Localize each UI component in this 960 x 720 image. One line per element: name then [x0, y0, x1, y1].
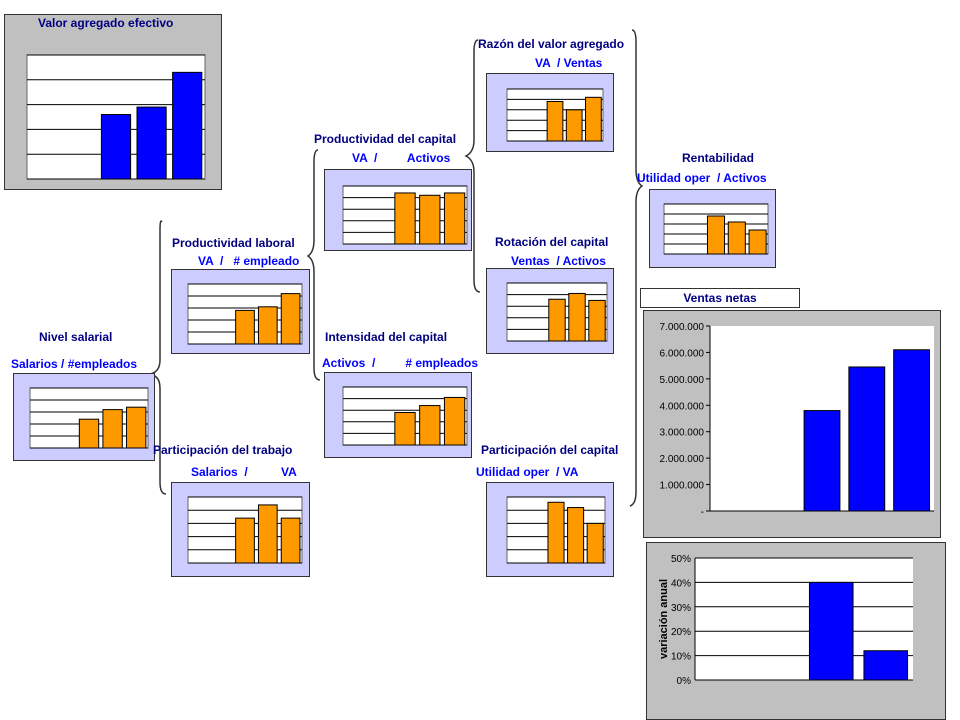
rotacion-capital-panel — [486, 268, 614, 354]
ventas-bar — [893, 349, 931, 512]
intensidad_capital-bar — [419, 405, 441, 446]
productividad_capital-bar — [419, 194, 441, 245]
productividad_laboral-bar — [257, 306, 278, 345]
ventas-bar — [803, 410, 841, 512]
razon-valor-agregado-chart — [506, 88, 604, 142]
intensidad-capital-panel — [324, 372, 472, 458]
participacion-capital-chart — [506, 496, 606, 564]
intensidad-capital-chart — [342, 386, 468, 446]
ventas-netas-header: Ventas netas — [640, 288, 800, 308]
razon-valor-agregado-panel — [486, 73, 614, 152]
participacion-capital-subtitle: Utilidad oper / VA — [476, 465, 579, 479]
participacion-capital-panel — [486, 482, 614, 577]
nivel-salarial-chart — [29, 387, 149, 449]
rentabilidad-panel — [649, 189, 776, 268]
productividad-capital-chart — [342, 185, 468, 245]
bracket-productividad-laboral — [306, 149, 321, 381]
variacion-y-tick-label: 40% — [671, 578, 691, 589]
rotacion-capital-chart — [506, 282, 608, 342]
ventas-y-tick-label: 6.000.000 — [660, 348, 705, 359]
variacion-y-tick-label: 30% — [671, 603, 691, 614]
productividad-capital-panel — [324, 169, 472, 251]
bracket-rentabilidad — [629, 29, 644, 507]
ventas-bar — [848, 366, 886, 512]
rentabilidad-bar — [706, 215, 726, 255]
intensidad-capital-title: Intensidad del capital — [325, 330, 448, 344]
valor_agregado-bar — [136, 106, 167, 180]
rotacion_capital-bar — [588, 299, 606, 342]
variacion-y-tick-label: 50% — [671, 554, 691, 565]
nivel_salarial-bar — [102, 409, 123, 449]
nivel-salarial-panel — [13, 373, 155, 461]
ventas-netas-panel: - 1.000.000 2.000.000 3.000.000 4.000.000 5.0… — [643, 310, 941, 538]
variacion-anual-chart: 0% 10% 20% 30% 40% 50% variación anual — [658, 554, 913, 687]
ventas-netas-title: Ventas netas — [683, 291, 757, 305]
intensidad_capital-bar — [394, 412, 416, 446]
participacion_capital-bar — [567, 507, 585, 564]
rotacion_capital-bar — [568, 292, 586, 342]
valor-agregado-panel — [4, 14, 222, 190]
variacion-y-tick-label: 0% — [677, 676, 692, 687]
productividad_laboral-bar — [280, 293, 301, 345]
ventas-netas-chart: - 1.000.000 2.000.000 3.000.000 4.000.000 5.0… — [660, 322, 934, 518]
nivel_salarial-bar — [78, 418, 100, 449]
variacion-anual-panel: 0% 10% 20% 30% 40% 50% variación anual — [646, 542, 946, 720]
participacion_capital-bar — [547, 501, 565, 564]
valor_agregado-bar — [100, 114, 132, 180]
productividad-laboral-panel — [171, 269, 310, 354]
productividad-capital-subtitle: VA / Activos — [352, 151, 451, 165]
nivel-salarial-title: Nivel salarial — [39, 330, 113, 344]
participacion_capital-bar — [586, 522, 604, 564]
productividad-laboral-title: Productividad laboral — [172, 236, 295, 250]
intensidad_capital-bar — [443, 396, 466, 446]
variacion-bar — [863, 650, 909, 681]
productividad-capital-title: Productividad del capital — [314, 132, 457, 146]
rentabilidad-bar — [727, 221, 746, 255]
participacion-trabajo-panel — [171, 482, 310, 577]
rotacion-capital-title: Rotación del capital — [495, 235, 609, 249]
participacion-capital-title: Participación del capital — [481, 443, 619, 457]
ventas-y-tick-label: 7.000.000 — [660, 322, 705, 333]
nivel_salarial-bar — [126, 406, 147, 449]
variacion-y-tick-label: 20% — [671, 627, 691, 638]
participacion-trabajo-subtitle: Salarios / VA — [191, 465, 297, 479]
ventas-y-tick-label: - — [701, 507, 704, 518]
razon_valor_agregado-bar — [565, 109, 583, 142]
rotacion-capital-subtitle: Ventas / Activos — [511, 254, 606, 268]
participacion_trabajo-bar — [280, 517, 301, 564]
productividad_capital-bar — [394, 192, 416, 245]
productividad_capital-bar — [443, 192, 466, 245]
rentabilidad-subtitle: Utilidad oper / Activos — [637, 171, 767, 185]
nivel-salarial-subtitle: Salarios / #empleados — [11, 357, 138, 371]
razon-valor-agregado-title: Razón del valor agregado — [478, 37, 625, 51]
bracket-productividad-capital — [464, 39, 481, 293]
variacion-y-axis-label: variación anual — [658, 579, 670, 659]
intensidad-capital-subtitle: Activos / # empleados — [322, 356, 479, 370]
ventas-y-tick-label: 2.000.000 — [660, 454, 705, 465]
rentabilidad-title: Rentabilidad — [682, 151, 755, 165]
rotacion_capital-bar — [548, 298, 566, 342]
razon_valor_agregado-bar — [546, 100, 564, 142]
valor-agregado-chart — [26, 54, 206, 180]
productividad_laboral-bar — [235, 309, 255, 345]
ventas-y-tick-label: 3.000.000 — [660, 428, 705, 439]
valor_agregado-bar — [172, 71, 203, 180]
participacion-trabajo-chart — [187, 496, 303, 564]
productividad-laboral-subtitle: VA / # empleado — [198, 254, 300, 268]
ventas-y-tick-label: 5.000.000 — [660, 375, 705, 386]
valor-agregado-title: Valor agregado efectivo — [38, 16, 174, 30]
rentabilidad-bar — [748, 229, 767, 255]
razon-valor-agregado-subtitle: VA / Ventas — [535, 56, 603, 70]
ventas-y-tick-label: 1.000.000 — [660, 481, 705, 492]
participacion-trabajo-title: Participación del trabajo — [153, 443, 293, 457]
ventas-y-tick-label: 4.000.000 — [660, 401, 705, 412]
productividad-laboral-chart — [187, 283, 303, 345]
variacion-bar — [808, 581, 854, 681]
razon_valor_agregado-bar — [585, 96, 602, 142]
variacion-y-tick-label: 10% — [671, 652, 691, 663]
participacion_trabajo-bar — [257, 504, 278, 564]
rentabilidad-chart — [663, 203, 769, 255]
participacion_trabajo-bar — [235, 517, 255, 564]
